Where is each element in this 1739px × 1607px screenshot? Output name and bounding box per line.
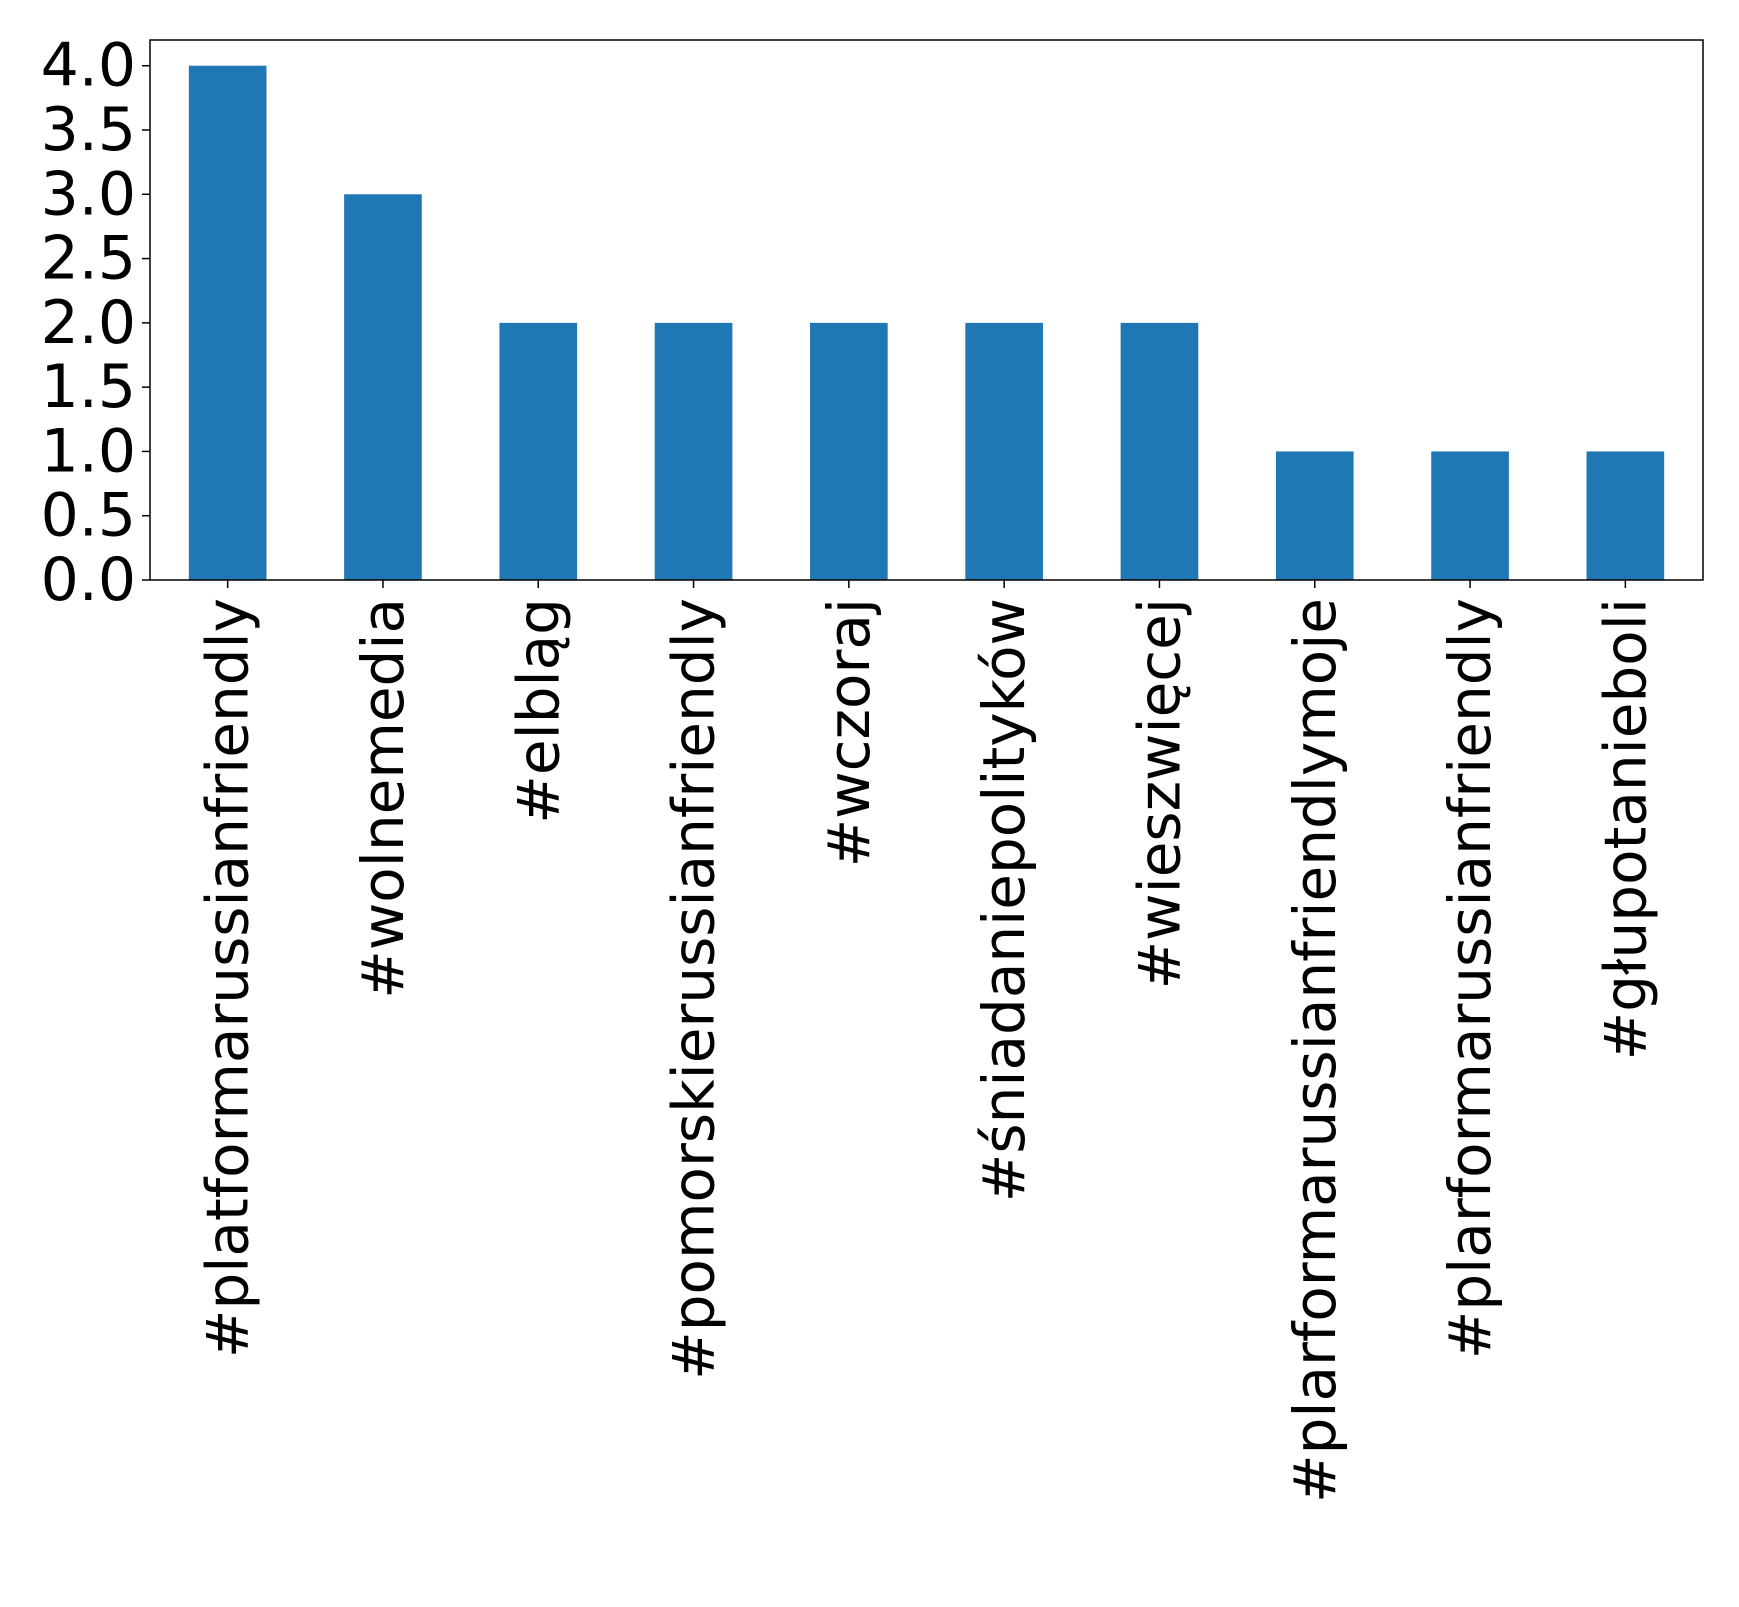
x-tick-label: #pomorskierussianfriendly (660, 598, 728, 1380)
y-tick-label: 2.0 (41, 288, 136, 358)
bar (654, 322, 733, 580)
bar (810, 322, 888, 580)
y-tick-label: 3.5 (41, 95, 136, 165)
y-tick-label: 2.5 (41, 224, 136, 294)
x-tick-label: #głupotanieboli (1591, 598, 1659, 1060)
bar (1586, 451, 1665, 580)
x-tick-label: #wczoraj (815, 598, 883, 867)
x-tick-label: #wolnemedia (349, 598, 417, 999)
x-tick-label: #wieszwięcej (1125, 598, 1193, 989)
y-tick-label: 0.5 (41, 481, 136, 551)
bar (188, 65, 267, 580)
y-tick-label: 0.0 (41, 545, 136, 615)
bar (965, 322, 1043, 580)
y-tick-label: 3.0 (41, 159, 136, 229)
x-tick-label: #plarformarussianfriendly (1436, 598, 1504, 1359)
x-tick-label: #plarformarussianfriendlymoje (1281, 598, 1349, 1503)
bar (344, 194, 422, 581)
bar (499, 322, 578, 580)
bar (1431, 451, 1509, 580)
x-tick-label: #platformarussianfriendly (194, 598, 262, 1358)
bar (1120, 322, 1199, 580)
bar (1275, 451, 1354, 580)
y-tick-label: 1.0 (41, 416, 136, 486)
y-axis: 0.00.51.01.52.02.53.03.54.0 (41, 31, 150, 615)
plot-frame (149, 39, 1704, 581)
y-tick-label: 1.5 (41, 352, 136, 422)
x-tick-label: #śniadaniepolityków (970, 598, 1038, 1202)
y-tick-label: 4.0 (41, 31, 136, 101)
bars-layer (188, 65, 1665, 581)
x-tick-label: #elbląg (504, 598, 572, 824)
x-axis: #platformarussianfriendly #wolnemedia #elb… (194, 580, 1659, 1503)
